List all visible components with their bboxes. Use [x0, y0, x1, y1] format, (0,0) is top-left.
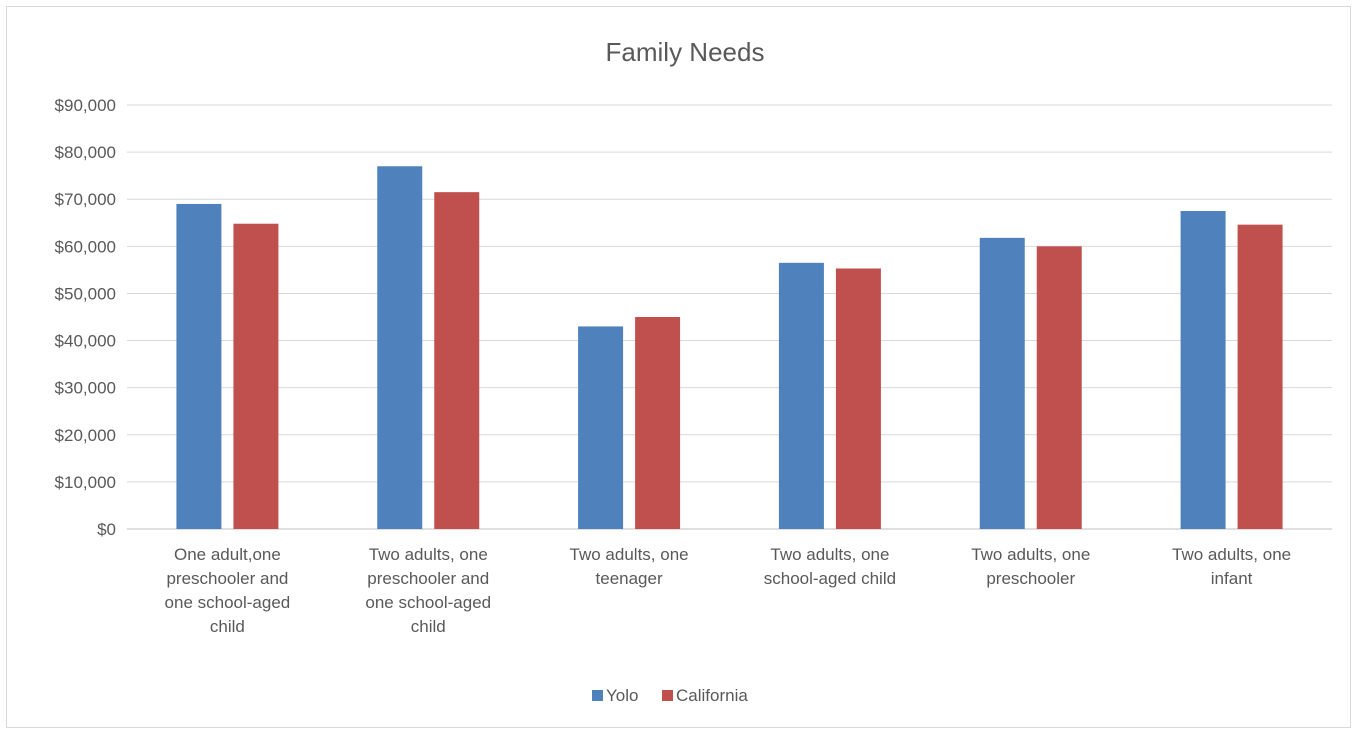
y-tick-label: $20,000 — [55, 426, 116, 445]
gridlines — [127, 104, 1332, 530]
bar-california-2 — [434, 192, 480, 529]
bar-yolo-2 — [377, 166, 423, 529]
x-tick-label-line: preschooler — [986, 569, 1075, 588]
y-tick-label: $80,000 — [55, 143, 116, 162]
bar-yolo-6 — [1180, 211, 1226, 529]
x-tick-label-line: school-aged child — [764, 569, 896, 588]
legend-label-california: California — [676, 686, 748, 705]
bar-yolo-1 — [176, 203, 222, 529]
bar-california-6 — [1237, 224, 1283, 529]
x-tick-label: Two adults, one preschooler and one school… — [365, 545, 491, 636]
x-tick-label: Two adults, one preschooler — [971, 545, 1090, 588]
x-tick-label-line: teenager — [596, 569, 663, 588]
y-tick-label: $50,000 — [55, 284, 116, 303]
x-tick-label-line: Two adults, one — [770, 545, 889, 564]
bar-yolo-5 — [979, 237, 1025, 529]
legend-swatch-california — [662, 690, 673, 701]
x-tick-label-line: Two adults, one — [369, 545, 488, 564]
bars — [176, 166, 1283, 530]
x-tick-label-line: one school-aged — [165, 593, 291, 612]
y-tick-label: $90,000 — [55, 96, 116, 115]
x-tick-label-line: Two adults, one — [570, 545, 689, 564]
x-tick-label-line: child — [210, 617, 245, 636]
bar-yolo-4 — [778, 262, 824, 529]
x-tick-label-line: infant — [1211, 569, 1253, 588]
bar-california-3 — [635, 317, 681, 529]
x-tick-label-line: preschooler and — [166, 569, 288, 588]
bar-california-5 — [1036, 246, 1082, 530]
legend-swatch-yolo — [592, 690, 603, 701]
x-tick-label: Two adults, one infant — [1172, 545, 1291, 588]
y-tick-label: $70,000 — [55, 190, 116, 209]
y-axis: $0 $10,000 $20,000 $30,000 $40,000 $50,000 $60… — [55, 96, 116, 539]
x-tick-label-line: Two adults, one — [1172, 545, 1291, 564]
bar-california-4 — [835, 268, 881, 529]
x-tick-label: Two adults, one teenager — [570, 545, 689, 588]
x-tick-label: One adult,one preschooler and one school-a… — [165, 545, 291, 636]
y-tick-label: $30,000 — [55, 379, 116, 398]
x-tick-label-line: one school-aged — [365, 593, 491, 612]
y-tick-label: $40,000 — [55, 332, 116, 351]
bar-california-1 — [233, 223, 279, 529]
bar-yolo-3 — [578, 326, 624, 529]
legend-label-yolo: Yolo — [606, 686, 638, 705]
y-tick-label: $0 — [97, 520, 116, 539]
x-tick-label-line: One adult,one — [174, 545, 281, 564]
chart-title: Family Needs — [606, 37, 765, 67]
x-axis: One adult,one preschooler and one school-a… — [165, 545, 1292, 636]
x-tick-label-line: preschooler and — [367, 569, 489, 588]
x-tick-label: Two adults, one school-aged child — [764, 545, 896, 588]
x-tick-label-line: child — [411, 617, 446, 636]
y-tick-label: $60,000 — [55, 237, 116, 256]
x-tick-label-line: Two adults, one — [971, 545, 1090, 564]
legend: Yolo California — [592, 686, 748, 705]
y-tick-label: $10,000 — [55, 473, 116, 492]
